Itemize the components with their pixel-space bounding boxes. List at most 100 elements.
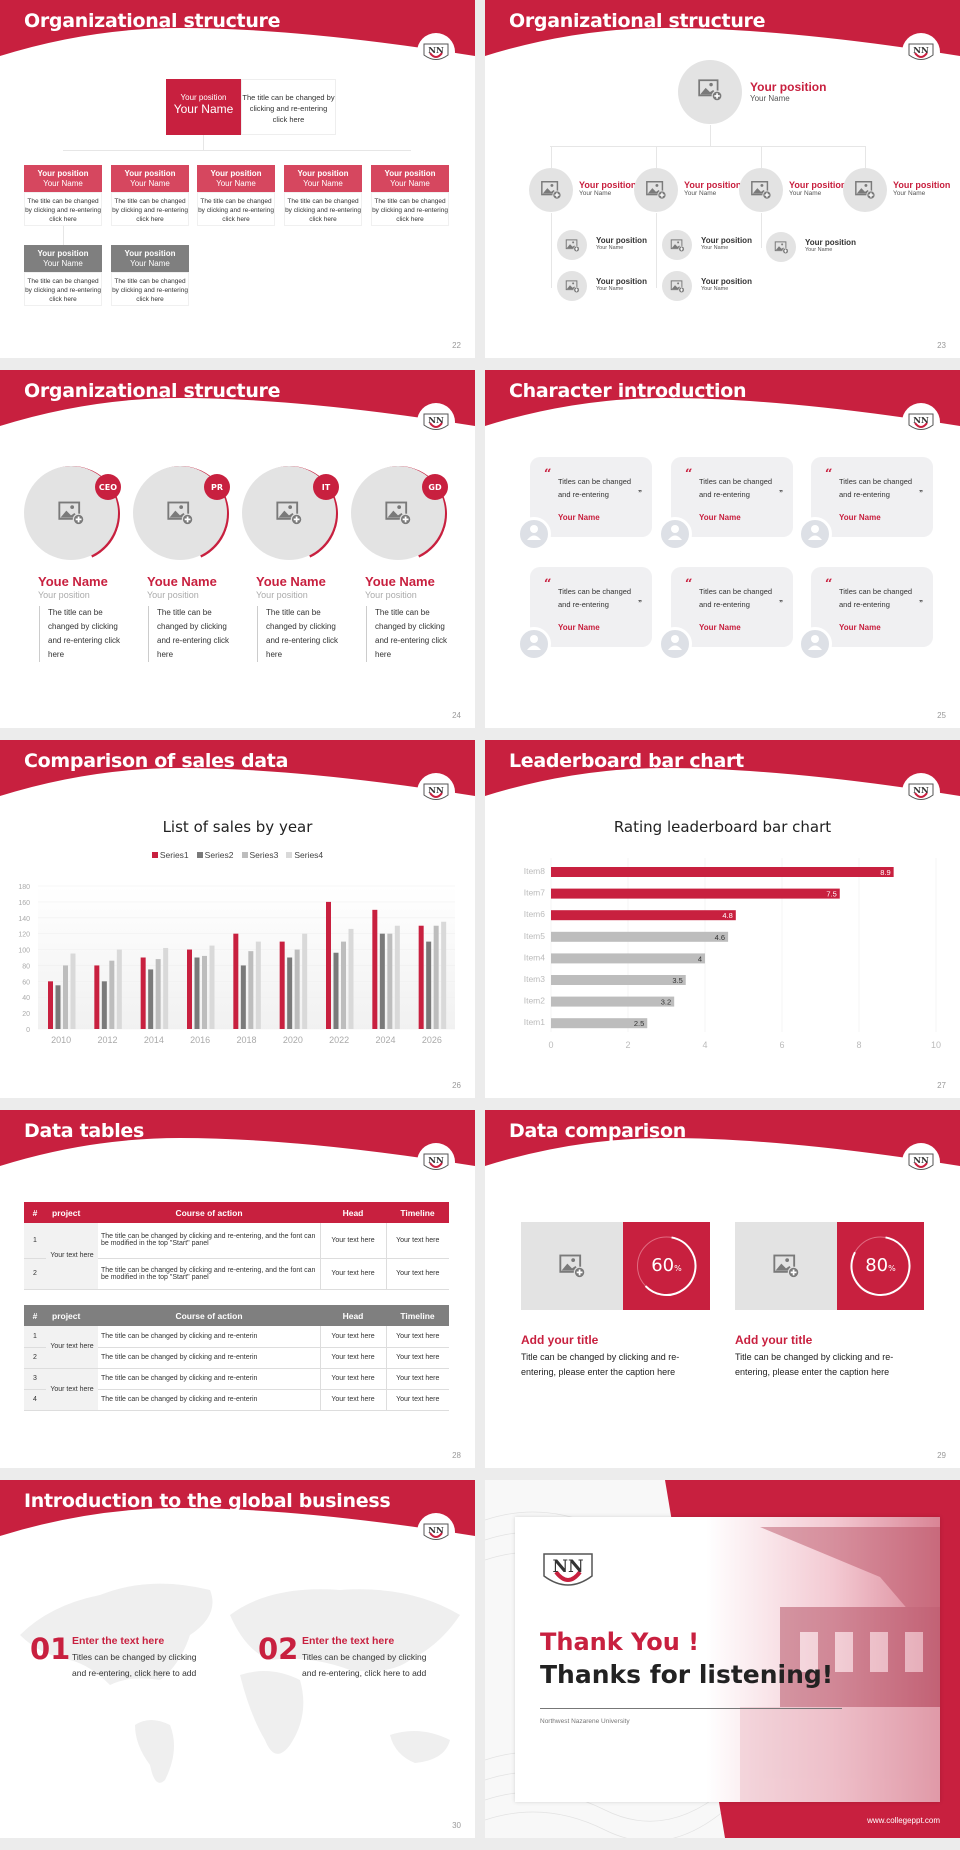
website-link[interactable]: www.collegeppt.com xyxy=(867,1816,940,1825)
image-placeholder[interactable] xyxy=(529,168,573,212)
connector-line xyxy=(656,146,657,168)
percent-tile: 60% xyxy=(623,1222,710,1310)
column-header[interactable]: Course of action xyxy=(175,1310,243,1321)
image-placeholder[interactable] xyxy=(662,230,692,260)
avatar[interactable] xyxy=(798,627,832,661)
column-header[interactable]: Head xyxy=(342,1207,364,1218)
quote-text: Titles can be changed and re-entering xyxy=(699,477,773,499)
avatar[interactable] xyxy=(658,627,692,661)
image-placeholder[interactable] xyxy=(557,271,587,301)
column-header[interactable]: # xyxy=(32,1310,38,1321)
chart-title: Rating leaderboard bar chart xyxy=(613,818,832,836)
image-placeholder[interactable] xyxy=(557,230,587,260)
org-box[interactable]: Your position Your Name The title can be … xyxy=(111,245,189,306)
image-placeholder[interactable] xyxy=(739,168,783,212)
image-placeholder[interactable] xyxy=(521,1222,623,1310)
testimonial-card[interactable]: “ Titles can be changed and re-entering … xyxy=(671,457,793,537)
slide-22[interactable]: Organizational structure NN Your positio… xyxy=(0,0,475,358)
avatar[interactable] xyxy=(658,517,692,551)
column-header[interactable]: project xyxy=(52,1310,81,1321)
avatar[interactable] xyxy=(798,517,832,551)
testimonial-card[interactable]: “ Titles can be changed and re-entering … xyxy=(811,567,933,647)
org-box[interactable]: Your position Your Name The title can be … xyxy=(371,165,449,226)
testimonial-card[interactable]: “ Titles can be changed and re-entering … xyxy=(530,567,652,647)
page-number: 26 xyxy=(452,1081,461,1090)
table-row[interactable]: 2 The title can be changed by clicking an… xyxy=(24,1258,449,1290)
close-quote-icon: ” xyxy=(779,599,783,608)
person-name: Youe Name xyxy=(147,574,217,589)
close-quote-icon: ” xyxy=(919,599,923,608)
image-placeholder[interactable] xyxy=(634,168,678,212)
org-box[interactable]: Your position Your Name The title can be … xyxy=(197,165,275,226)
close-quote-icon: ” xyxy=(919,489,923,498)
org-box[interactable]: Your position Your Name The title can be … xyxy=(24,245,102,306)
slide-24[interactable]: Organizational structure NN CEO Youe Name… xyxy=(0,370,475,728)
image-placeholder[interactable] xyxy=(678,60,742,124)
svg-text:Item4: Item4 xyxy=(524,952,546,962)
org-box[interactable]: Your position Your Name The title can be … xyxy=(284,165,362,226)
horizontal-bar-chart: 0 2 4 6 8 10 Item8 8.9 Item7 7.5 Item6 4.8 Item5 4.6 I… xyxy=(524,858,941,1050)
slide-26[interactable]: Comparison of sales data NN List of sale… xyxy=(0,740,475,1098)
university-logo: NN xyxy=(417,1143,455,1181)
table-row[interactable]: 3 Your text here The title can be changed … xyxy=(24,1368,449,1411)
svg-text:4.6: 4.6 xyxy=(715,933,725,942)
slide-title: Data tables xyxy=(24,1120,145,1142)
chart-legend: Series1 Series2 Series3 Series4 xyxy=(0,850,475,860)
org-box-header: Your position Your Name xyxy=(371,165,449,192)
slide-title: Organizational structure xyxy=(509,10,766,32)
page-number: 30 xyxy=(452,1821,461,1830)
org-box[interactable]: Your position Your Name The title can be … xyxy=(24,165,102,226)
column-header[interactable]: Timeline xyxy=(400,1310,435,1321)
slide-27[interactable]: Leaderboard bar chart NN Rating leaderbo… xyxy=(485,740,960,1098)
person-desc: The title can be changed by clicking and… xyxy=(366,606,451,662)
slide-header: Organizational structure xyxy=(485,0,960,60)
org-box-desc: The title can be changed by clicking and… xyxy=(284,192,362,226)
row-number: 2 xyxy=(24,1347,46,1369)
slide-29[interactable]: Data comparison NN 60% Add your title Titl… xyxy=(485,1110,960,1468)
column-header[interactable]: Timeline xyxy=(400,1207,435,1218)
column-header[interactable]: project xyxy=(52,1207,81,1218)
table-row[interactable]: 4 The title can be changed by clicking an… xyxy=(24,1389,449,1411)
svg-text:180: 180 xyxy=(18,884,30,891)
slide-25[interactable]: Character introduction NN “ Titles can b… xyxy=(485,370,960,728)
svg-text:Item5: Item5 xyxy=(524,931,546,941)
avatar[interactable] xyxy=(517,517,551,551)
svg-text:NN: NN xyxy=(913,416,929,426)
column-header[interactable]: # xyxy=(32,1207,38,1218)
step-title: Enter the text here xyxy=(72,1635,165,1647)
person-position: Your position xyxy=(365,590,417,600)
svg-text:NN: NN xyxy=(552,1557,583,1577)
image-placeholder[interactable] xyxy=(662,271,692,301)
testimonial-card[interactable]: “ Titles can be changed and re-entering … xyxy=(671,567,793,647)
action-cell: The title can be changed by clicking and… xyxy=(98,1223,321,1259)
table-row[interactable]: 1 Your text here The title can be changed … xyxy=(24,1326,449,1369)
org-node-label: Your position Your Name xyxy=(596,277,647,292)
org-node-label: Your position Your Name xyxy=(579,180,636,197)
svg-text:2010: 2010 xyxy=(51,1035,71,1045)
open-quote-icon: “ xyxy=(825,467,833,482)
testimonial-card[interactable]: “ Titles can be changed and re-entering … xyxy=(811,457,933,537)
slide-header: Organizational structure xyxy=(0,0,475,60)
slide-23[interactable]: Organizational structure NN Your positio… xyxy=(485,0,960,358)
testimonial-card[interactable]: “ Titles can be changed and re-entering … xyxy=(530,457,652,537)
connector-line xyxy=(550,146,866,147)
name-label: Your Name xyxy=(579,190,612,197)
image-placeholder[interactable] xyxy=(735,1222,837,1310)
slide-28[interactable]: Data tables NN # project Course of action H… xyxy=(0,1110,475,1468)
table-row[interactable]: 1 Your text here The title can be changed … xyxy=(24,1223,449,1290)
column-header[interactable]: Course of action xyxy=(175,1207,243,1218)
avatar[interactable] xyxy=(517,627,551,661)
column-header[interactable]: Head xyxy=(342,1310,364,1321)
position-label: Your position xyxy=(124,249,176,258)
org-top-box[interactable]: Your position Your Name xyxy=(166,79,241,135)
org-box[interactable]: Your position Your Name The title can be … xyxy=(111,165,189,226)
head-cell: Your text here xyxy=(320,1389,387,1411)
table-row[interactable]: 2 The title can be changed by clicking an… xyxy=(24,1347,449,1369)
row-number: 3 xyxy=(24,1368,46,1390)
slide-31-thank-you[interactable]: NN Thank You ! Thanks for listening! Nor… xyxy=(485,1480,960,1838)
slide-30[interactable]: Introduction to the global business NN 0… xyxy=(0,1480,475,1838)
image-placeholder[interactable] xyxy=(843,168,887,212)
name-label: Your Name xyxy=(701,245,729,251)
image-placeholder[interactable] xyxy=(766,232,796,262)
slide-header: Introduction to the global business xyxy=(0,1480,475,1540)
